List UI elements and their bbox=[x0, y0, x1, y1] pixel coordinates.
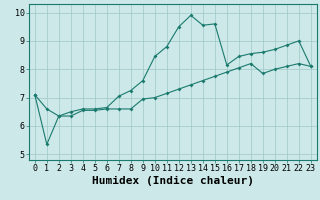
X-axis label: Humidex (Indice chaleur): Humidex (Indice chaleur) bbox=[92, 176, 254, 186]
